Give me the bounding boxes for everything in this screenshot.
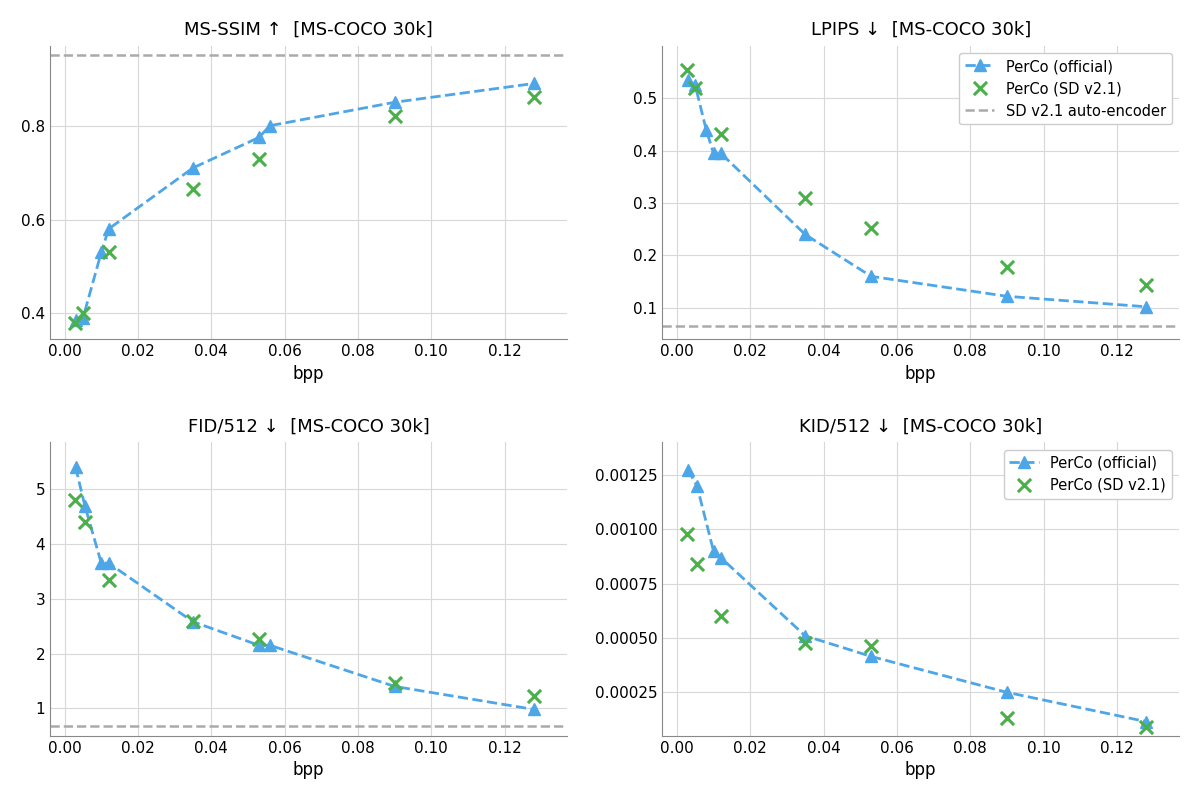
PerCo (SD v2.1) (685, 82, 704, 94)
PerCo (official) (714, 553, 728, 562)
PerCo (official) (714, 149, 728, 158)
X-axis label: bpp: bpp (293, 761, 324, 779)
PerCo (SD v2.1) (678, 527, 697, 540)
PerCo (SD v2.1) (65, 316, 84, 329)
PerCo (official) (1139, 717, 1153, 726)
PerCo (official) (94, 248, 108, 258)
PerCo (SD v2.1) (65, 494, 84, 506)
PerCo (SD v2.1) (100, 246, 119, 259)
PerCo (official) (68, 316, 83, 326)
PerCo (official) (680, 75, 695, 85)
Title: FID/512 ↓  [MS-COCO 30k]: FID/512 ↓ [MS-COCO 30k] (187, 418, 430, 435)
PerCo (official) (388, 98, 402, 107)
PerCo (SD v2.1) (862, 222, 881, 234)
PerCo (official) (698, 125, 713, 134)
PerCo (official) (707, 149, 721, 158)
PerCo (official) (186, 163, 200, 173)
PerCo (SD v2.1) (688, 558, 707, 570)
Legend: PerCo (official), PerCo (SD v2.1), SD v2.1 auto-encoder: PerCo (official), PerCo (SD v2.1), SD v2… (959, 54, 1172, 125)
PerCo (official) (798, 230, 812, 239)
PerCo (official) (1000, 687, 1014, 697)
PerCo (official) (864, 271, 878, 281)
PerCo (SD v2.1) (1136, 721, 1156, 734)
PerCo (official) (707, 546, 721, 556)
PerCo (SD v2.1) (796, 637, 815, 650)
PerCo (official) (186, 617, 200, 626)
Title: LPIPS ↓  [MS-COCO 30k]: LPIPS ↓ [MS-COCO 30k] (810, 21, 1031, 39)
PerCo (SD v2.1) (796, 191, 815, 204)
PerCo (official) (798, 631, 812, 641)
PerCo (official) (1000, 291, 1014, 301)
PerCo (SD v2.1) (385, 110, 404, 122)
PerCo (official) (94, 558, 108, 568)
PerCo (official) (388, 682, 402, 691)
PerCo (SD v2.1) (184, 614, 203, 627)
PerCo (SD v2.1) (385, 676, 404, 689)
PerCo (official) (864, 652, 878, 662)
Title: MS-SSIM ↑  [MS-COCO 30k]: MS-SSIM ↑ [MS-COCO 30k] (184, 21, 433, 39)
PerCo (SD v2.1) (184, 182, 203, 195)
PerCo (SD v2.1) (524, 690, 544, 702)
Title: KID/512 ↓  [MS-COCO 30k]: KID/512 ↓ [MS-COCO 30k] (799, 418, 1043, 435)
Legend: PerCo (official), PerCo (SD v2.1): PerCo (official), PerCo (SD v2.1) (1003, 450, 1172, 498)
PerCo (SD v2.1) (997, 712, 1016, 725)
PerCo (official) (527, 78, 541, 88)
PerCo (official) (263, 121, 277, 130)
X-axis label: bpp: bpp (905, 761, 936, 779)
PerCo (official) (102, 558, 116, 568)
Line: PerCo (official): PerCo (official) (682, 74, 1152, 313)
X-axis label: bpp: bpp (293, 365, 324, 382)
X-axis label: bpp: bpp (905, 365, 936, 382)
PerCo (SD v2.1) (997, 261, 1016, 274)
PerCo (SD v2.1) (250, 632, 269, 645)
PerCo (SD v2.1) (524, 90, 544, 103)
PerCo (official) (527, 705, 541, 714)
PerCo (SD v2.1) (1136, 279, 1156, 292)
PerCo (official) (78, 501, 92, 510)
PerCo (official) (1139, 302, 1153, 311)
Line: PerCo (official): PerCo (official) (70, 78, 540, 326)
PerCo (official) (263, 641, 277, 650)
PerCo (SD v2.1) (712, 127, 731, 140)
PerCo (SD v2.1) (250, 152, 269, 165)
PerCo (SD v2.1) (678, 63, 697, 76)
PerCo (official) (252, 133, 266, 142)
PerCo (SD v2.1) (76, 515, 95, 528)
Line: PerCo (official): PerCo (official) (70, 461, 540, 716)
PerCo (official) (252, 641, 266, 650)
PerCo (official) (688, 81, 702, 90)
PerCo (official) (690, 481, 704, 490)
PerCo (SD v2.1) (100, 573, 119, 586)
PerCo (official) (68, 462, 83, 472)
PerCo (SD v2.1) (73, 307, 92, 320)
Line: PerCo (official): PerCo (official) (682, 463, 1152, 728)
PerCo (official) (76, 314, 90, 323)
PerCo (official) (102, 224, 116, 234)
PerCo (SD v2.1) (862, 639, 881, 652)
PerCo (official) (680, 465, 695, 474)
PerCo (SD v2.1) (712, 610, 731, 622)
